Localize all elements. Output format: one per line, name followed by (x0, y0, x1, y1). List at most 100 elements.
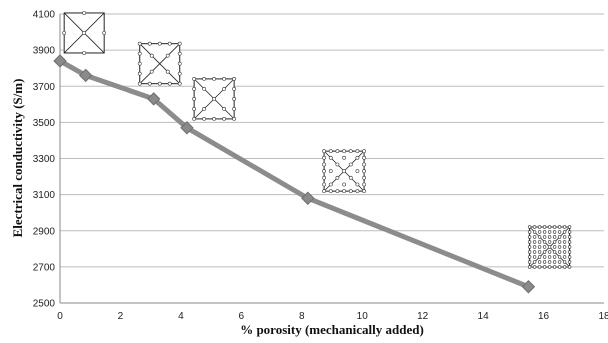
pore-dot (328, 182, 333, 187)
pore-dot (567, 235, 572, 239)
pore-dot (547, 265, 552, 269)
pore-dot (137, 41, 142, 46)
pore-dot (552, 235, 557, 239)
pore-dot (552, 260, 557, 264)
pore-dot (202, 86, 207, 91)
pore-dot (212, 116, 217, 121)
pore-dot (542, 260, 547, 264)
pore-dot (328, 169, 333, 174)
pore-dot (567, 255, 572, 259)
y-tick-label: 3900 (33, 46, 56, 57)
pore-dot (212, 96, 217, 101)
x-tick-labels: 0 2 4 6 8 10 12 14 16 18 (57, 311, 608, 322)
pore-dot (557, 235, 562, 239)
pore-dot (527, 230, 532, 234)
pore-dot (547, 260, 552, 264)
pore-dot (542, 235, 547, 239)
pore-dot (542, 255, 547, 259)
cell-inset-4 (527, 225, 572, 269)
pore-dot (562, 260, 567, 264)
pore-dot (562, 250, 567, 254)
data-point-marker (146, 92, 161, 106)
pore-dot (362, 189, 366, 194)
pore-dot (567, 250, 572, 254)
pore-dot (342, 182, 346, 187)
pore-dot (537, 245, 542, 249)
pore-dot (232, 76, 237, 81)
pore-dot (348, 189, 353, 194)
pore-dot (82, 11, 87, 15)
pore-dot (542, 250, 547, 254)
pore-dot (137, 51, 142, 56)
pore-dot (202, 116, 207, 121)
pore-dot (147, 41, 152, 46)
x-tick-label: 10 (357, 311, 369, 322)
pore-dot (147, 81, 152, 86)
pore-dot (537, 240, 542, 244)
x-tick-label: 8 (299, 311, 305, 322)
x-tick-label: 14 (478, 311, 490, 322)
pore-dot (202, 106, 207, 111)
pore-dot (192, 106, 197, 111)
pore-dot (547, 240, 552, 244)
pore-dot (167, 81, 172, 86)
pore-dot (165, 53, 170, 58)
pore-dot (355, 182, 360, 187)
pore-dot (557, 250, 562, 254)
y-tick-label: 2700 (33, 262, 56, 273)
pore-dot (547, 235, 552, 239)
pore-dot (232, 86, 237, 91)
pore-dot (192, 76, 197, 81)
pore-dot (212, 76, 217, 81)
pore-dot (362, 182, 366, 187)
cell-inset-0 (62, 11, 107, 55)
y-tick-label: 4100 (33, 10, 56, 21)
pore-dot (322, 182, 326, 187)
pore-dot (537, 230, 542, 234)
pore-dot (552, 265, 557, 269)
pore-dot (552, 250, 557, 254)
pore-dot (222, 116, 227, 121)
pore-dot (177, 81, 182, 86)
pore-dot (547, 225, 552, 229)
pore-dot (532, 235, 537, 239)
y-tick-labels: 2500 2700 2900 3100 3300 3500 3700 3900 4100 (33, 10, 56, 310)
pore-dot (362, 169, 366, 174)
pore-dot (542, 245, 547, 249)
pore-dot (542, 225, 547, 229)
pore-dot (342, 149, 346, 154)
pore-dot (537, 265, 542, 269)
pore-dot (557, 265, 562, 269)
pore-dot (567, 240, 572, 244)
pore-dot (348, 149, 353, 154)
pore-dot (567, 260, 572, 264)
pore-dot (527, 250, 532, 254)
pore-dot (532, 240, 537, 244)
pore-dot (532, 255, 537, 259)
pore-dot (335, 162, 340, 167)
pore-dot (165, 69, 170, 74)
pore-dot (322, 189, 326, 194)
pore-dot (562, 245, 567, 249)
pore-dot (527, 265, 532, 269)
cell-inset-1 (137, 41, 182, 86)
pore-dot (335, 175, 340, 180)
data-point-marker (53, 54, 67, 68)
pore-dot (177, 41, 182, 46)
pore-dot (562, 230, 567, 234)
pore-dot (177, 51, 182, 56)
pore-dot (537, 260, 542, 264)
pore-dot (527, 240, 532, 244)
pore-dot (537, 255, 542, 259)
pore-dot (222, 106, 227, 111)
pore-dot (342, 169, 346, 174)
pore-dot (557, 225, 562, 229)
y-tick-label: 3500 (33, 118, 56, 129)
x-tick-label: 6 (239, 311, 245, 322)
pore-dot (537, 250, 542, 254)
x-axis-title: % porosity (mechanically added) (240, 322, 424, 337)
pore-dot (328, 149, 333, 154)
pore-dot (527, 225, 532, 229)
pore-dot (567, 245, 572, 249)
